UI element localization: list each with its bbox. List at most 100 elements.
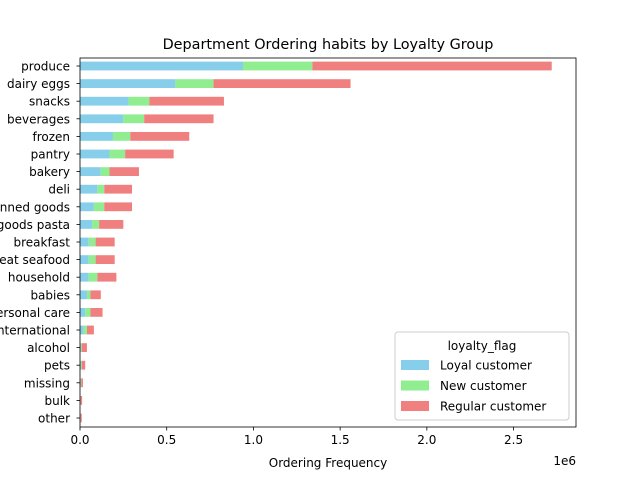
x-axis-offset-label: 1e6 xyxy=(553,454,576,468)
bar-segment-2-13 xyxy=(90,290,101,300)
bar-segment-0-16 xyxy=(80,343,81,352)
bar-segment-1-13 xyxy=(86,290,91,300)
chart-title: Department Ordering habits by Loyalty Gr… xyxy=(163,37,494,53)
bar-segment-0-13 xyxy=(80,290,87,300)
bar-segment-2-8 xyxy=(104,202,133,212)
legend-swatch-2 xyxy=(401,401,429,411)
x-tick-label-4: 2.0 xyxy=(417,433,436,447)
bar-segment-0-12 xyxy=(80,272,89,282)
bar-segment-2-0 xyxy=(312,61,552,71)
bar-segment-0-2 xyxy=(80,96,129,106)
bar-segment-1-17 xyxy=(80,360,82,370)
bar-segment-1-4 xyxy=(112,132,131,141)
plot-frame xyxy=(79,57,577,428)
y-tick-label-15: international xyxy=(0,324,70,338)
bar-segment-0-8 xyxy=(80,202,94,212)
x-tick-label-2: 1.0 xyxy=(244,433,263,447)
bar-segment-1-2 xyxy=(128,96,150,106)
bar-segment-1-18 xyxy=(80,378,82,388)
y-tick-label-3: beverages xyxy=(7,112,70,126)
bar-segment-0-14 xyxy=(80,308,86,317)
bar-segment-2-2 xyxy=(149,96,224,106)
bar-segment-1-11 xyxy=(88,255,96,264)
bar-segment-2-14 xyxy=(90,308,103,317)
bar-segment-1-6 xyxy=(100,167,110,176)
x-tick-label-1: 0.5 xyxy=(157,433,176,447)
bar-segment-2-3 xyxy=(144,114,214,124)
bar-segment-1-15 xyxy=(83,325,87,335)
legend-box xyxy=(394,331,570,421)
bar-segment-0-6 xyxy=(80,167,101,176)
bar-segment-0-4 xyxy=(80,132,113,141)
bar-segment-2-6 xyxy=(109,167,139,176)
bar-segment-2-7 xyxy=(104,184,133,194)
bar-segment-1-0 xyxy=(243,61,313,71)
legend-label-1: New customer xyxy=(440,379,527,393)
y-tick-label-7: deli xyxy=(48,183,70,197)
bar-segment-0-9 xyxy=(80,220,93,229)
y-tick-label-16: alcohol xyxy=(27,341,70,355)
bar-segment-2-20 xyxy=(80,413,82,423)
bar-segment-0-7 xyxy=(80,184,98,194)
bar-segment-2-4 xyxy=(130,132,190,141)
bar-segment-0-5 xyxy=(80,149,110,159)
bar-segment-1-3 xyxy=(123,114,145,124)
bar-segment-2-12 xyxy=(97,272,117,282)
y-tick-label-18: missing xyxy=(24,376,70,390)
y-tick-label-1: dairy eggs xyxy=(7,77,70,91)
bar-segment-1-14 xyxy=(85,308,91,317)
bar-segment-0-17 xyxy=(80,360,81,370)
bar-segment-0-0 xyxy=(80,61,244,71)
bar-segment-2-5 xyxy=(125,149,174,159)
legend-title: loyalty_flag xyxy=(448,339,517,353)
legend-label-2: Regular customer xyxy=(440,400,546,414)
bar-segment-1-1 xyxy=(175,79,214,88)
y-tick-label-9: dry goods pasta xyxy=(0,218,70,232)
y-tick-label-11: meat seafood xyxy=(0,253,70,267)
y-tick-label-13: babies xyxy=(30,288,70,302)
bar-segment-0-10 xyxy=(80,237,89,247)
bar-segment-2-11 xyxy=(95,255,115,264)
bar-segment-1-7 xyxy=(97,184,105,194)
bar-segment-0-11 xyxy=(80,255,89,264)
y-tick-label-12: household xyxy=(8,271,70,285)
bar-segment-0-15 xyxy=(80,325,84,335)
y-tick-label-6: bakery xyxy=(29,165,70,179)
y-tick-label-10: breakfast xyxy=(13,236,70,250)
bar-segment-1-8 xyxy=(93,202,105,212)
y-axis: produce dairy eggs snacks beverages frozen pa… xyxy=(0,60,80,426)
y-tick-label-8: canned goods xyxy=(0,200,70,214)
x-axis-label: Ordering Frequency xyxy=(269,456,387,470)
bar-segment-2-1 xyxy=(213,79,351,88)
bar-segment-2-18 xyxy=(81,378,83,388)
y-tick-label-20: other xyxy=(38,412,70,426)
bar-segment-1-9 xyxy=(92,220,100,229)
y-tick-label-4: frozen xyxy=(32,130,70,144)
bar-segment-2-15 xyxy=(86,325,94,335)
bar-segment-2-10 xyxy=(95,237,115,247)
y-tick-label-2: snacks xyxy=(29,95,70,109)
y-tick-label-17: pets xyxy=(44,359,70,373)
legend: loyalty_flag Loyal customer New customer R… xyxy=(394,331,570,421)
y-tick-label-19: bulk xyxy=(44,394,70,408)
legend-label-0: Loyal customer xyxy=(440,359,532,373)
bar-segment-2-19 xyxy=(80,396,83,405)
x-tick-label-5: 2.5 xyxy=(504,433,523,447)
bar-segment-2-17 xyxy=(81,360,86,370)
y-tick-label-14: personal care xyxy=(0,306,70,320)
bar-segment-1-16 xyxy=(80,343,82,352)
bar-segment-2-16 xyxy=(81,343,87,352)
bar-segment-1-10 xyxy=(88,237,96,247)
x-axis: 0.0 0.5 1.0 1.5 2.0 2.5 xyxy=(70,427,523,447)
y-tick-label-5: pantry xyxy=(31,148,70,162)
x-tick-label-3: 1.5 xyxy=(331,433,350,447)
bar-segment-1-5 xyxy=(109,149,126,159)
bar-segment-0-3 xyxy=(80,114,124,124)
bars-layer xyxy=(80,61,552,423)
bar-segment-2-9 xyxy=(99,220,124,229)
legend-swatch-1 xyxy=(401,380,429,391)
bar-segment-1-12 xyxy=(88,272,98,282)
y-tick-label-0: produce xyxy=(21,60,70,74)
bar-segment-0-1 xyxy=(80,79,176,88)
